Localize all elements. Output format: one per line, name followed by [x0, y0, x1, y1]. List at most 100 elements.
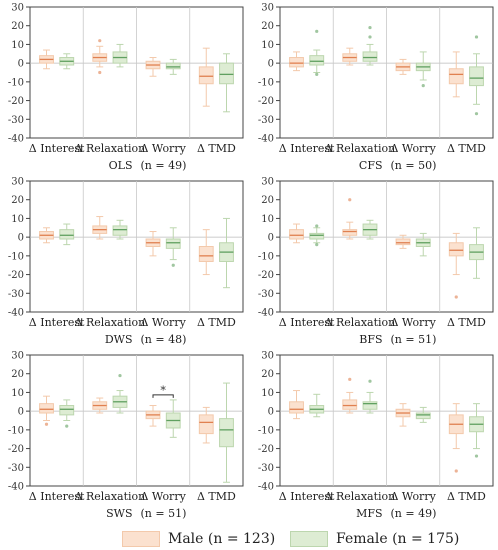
legend: Male (n = 123) Female (n = 175)	[0, 530, 498, 550]
legend-swatch-male	[122, 531, 160, 547]
outlier-male	[454, 469, 458, 473]
y-tick-label: -30	[8, 115, 24, 126]
y-tick-label: -20	[258, 96, 274, 107]
y-tick-label: -10	[258, 251, 274, 262]
box-male	[448, 68, 464, 85]
y-tick-label: 30	[261, 3, 274, 14]
box-male	[395, 238, 411, 246]
y-tick-label: 10	[261, 388, 274, 399]
y-tick-label: 30	[261, 351, 274, 362]
panel-n-label: (n = 50)	[391, 159, 437, 172]
significance-bracket	[152, 394, 174, 398]
x-tick-label: Δ Relaxation	[325, 316, 396, 329]
box-male	[289, 229, 304, 240]
y-tick-label: -20	[258, 270, 274, 281]
panel-n-label: (n = 51)	[141, 507, 187, 520]
x-tick-label: Δ TMD	[447, 490, 486, 503]
panel-n-label: (n = 48)	[141, 333, 187, 346]
x-tick-label: Δ TMD	[197, 490, 236, 503]
outlier-female	[315, 72, 319, 76]
box-male	[289, 57, 304, 68]
x-tick-label: Δ Interest	[29, 316, 85, 329]
y-tick-label: 20	[261, 195, 274, 206]
x-tick-label: Δ TMD	[197, 142, 236, 155]
box-female	[219, 62, 234, 85]
legend-label-male: Male (n = 123)	[168, 531, 276, 547]
y-tick-label: -20	[8, 96, 24, 107]
panel-n-label: (n = 49)	[391, 507, 437, 520]
outlier-female	[171, 263, 175, 267]
x-tick-label: Δ Worry	[140, 490, 186, 503]
outlier-female	[474, 454, 479, 458]
box-male	[198, 246, 214, 262]
outlier-female	[368, 379, 372, 383]
outlier-female	[315, 243, 319, 247]
box-female	[59, 229, 75, 240]
significance-marker: *	[160, 384, 166, 397]
y-tick-label: -40	[258, 134, 274, 145]
box-female	[362, 401, 378, 410]
y-tick-label: 10	[11, 388, 24, 399]
y-tick-label: -40	[258, 482, 274, 493]
y-tick-label: -20	[8, 444, 24, 455]
y-tick-label: 30	[11, 351, 24, 362]
y-tick-label: -10	[8, 77, 24, 88]
box-female	[165, 62, 181, 70]
y-tick-label: -10	[8, 425, 24, 436]
x-tick-label: Δ Interest	[29, 142, 85, 155]
panel-label: DWS	[105, 333, 133, 346]
y-tick-label: -10	[258, 77, 274, 88]
x-tick-label: Δ Worry	[140, 316, 186, 329]
y-tick-label: -40	[8, 308, 24, 319]
y-tick-label: -20	[258, 444, 274, 455]
box-male	[289, 401, 304, 414]
box-female	[469, 66, 484, 87]
y-tick-label: 0	[268, 407, 274, 418]
box-male	[39, 403, 54, 414]
outlier-female	[315, 29, 319, 33]
outlier-male	[348, 198, 352, 202]
y-tick-label: -20	[8, 270, 24, 281]
x-tick-label: Δ Interest	[279, 316, 335, 329]
x-tick-label: Δ Relaxation	[325, 142, 396, 155]
y-tick-label: -10	[258, 425, 274, 436]
x-tick-label: Δ Worry	[390, 316, 436, 329]
outlier-female	[474, 112, 479, 116]
panel-label: MFS	[356, 507, 382, 520]
panel-label: SWS	[106, 507, 132, 520]
y-tick-label: 0	[18, 233, 24, 244]
y-tick-label: 10	[11, 40, 24, 51]
y-tick-label: -30	[258, 289, 274, 300]
box-female	[59, 405, 75, 416]
outlier-female	[368, 25, 372, 30]
box-female	[112, 225, 128, 236]
outlier-female	[368, 35, 372, 39]
box-male	[342, 229, 358, 236]
outlier-female	[65, 424, 69, 428]
y-tick-label: -30	[8, 463, 24, 474]
y-tick-label: 30	[261, 177, 274, 188]
y-tick-label: 0	[18, 59, 24, 70]
box-female	[309, 55, 325, 66]
y-tick-label: 10	[261, 40, 274, 51]
y-tick-label: -40	[8, 134, 24, 145]
x-tick-label: Δ Worry	[390, 142, 436, 155]
x-tick-label: Δ Interest	[29, 490, 85, 503]
x-tick-label: Δ Interest	[279, 142, 335, 155]
y-tick-label: 30	[11, 177, 24, 188]
y-tick-label: -30	[258, 463, 274, 474]
outlier-male	[44, 422, 49, 426]
legend-item-female: Female (n = 175)	[290, 531, 459, 547]
box-female	[219, 418, 234, 448]
outlier-male	[348, 377, 352, 381]
outlier-male	[98, 70, 102, 75]
box-female	[362, 51, 378, 62]
box-male	[198, 66, 214, 85]
x-tick-label: Δ TMD	[447, 316, 486, 329]
